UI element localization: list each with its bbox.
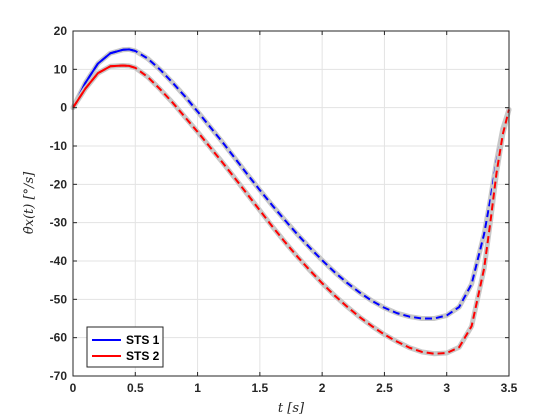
tick-marks <box>72 30 510 377</box>
x-tick-label: 2 <box>319 381 326 395</box>
legend-label-sts1: STS 1 <box>126 333 160 347</box>
x-tick-label: 2.5 <box>376 381 393 395</box>
series-1-band <box>70 46 512 321</box>
series-1-solid-line <box>72 48 136 109</box>
y-tick-label: -10 <box>50 139 68 153</box>
y-axis-label: θ̇x(t) [°/s] <box>22 171 37 234</box>
y-tick-label: -70 <box>50 369 68 383</box>
axes-box <box>72 30 510 377</box>
plot-area <box>73 31 509 376</box>
legend-box <box>86 326 164 368</box>
y-tick-label: 10 <box>54 62 68 76</box>
y-tick-labels: 20 10 0 -10 -20 -30 -40 -50 -60 -70 <box>50 24 68 383</box>
x-tick-labels: 0 0.5 1 1.5 2 2.5 3 3.5 <box>70 381 518 395</box>
x-tick-label: 3 <box>443 381 450 395</box>
x-tick-label: 0.5 <box>127 381 144 395</box>
y-tick-label: -40 <box>50 254 68 268</box>
x-axis-label: t [s] <box>278 401 305 416</box>
y-tick-label: -30 <box>50 216 68 230</box>
series-2-solid-line <box>72 64 136 109</box>
x-tick-label: 1 <box>194 381 201 395</box>
y-tick-label: -60 <box>50 331 68 345</box>
series-lines <box>70 46 512 357</box>
x-tick-label: 1.5 <box>252 381 269 395</box>
legend-label-sts2: STS 2 <box>126 349 160 363</box>
y-tick-label: -50 <box>50 292 68 306</box>
y-tick-label: -20 <box>50 177 68 191</box>
legend: STS 1 STS 2 <box>86 326 164 368</box>
y-tick-label: 20 <box>54 24 68 38</box>
x-tick-label: 0 <box>70 381 77 395</box>
y-tick-label: 0 <box>60 101 67 115</box>
x-tick-label: 3.5 <box>501 381 518 395</box>
series-2-dashed-line <box>72 64 510 355</box>
